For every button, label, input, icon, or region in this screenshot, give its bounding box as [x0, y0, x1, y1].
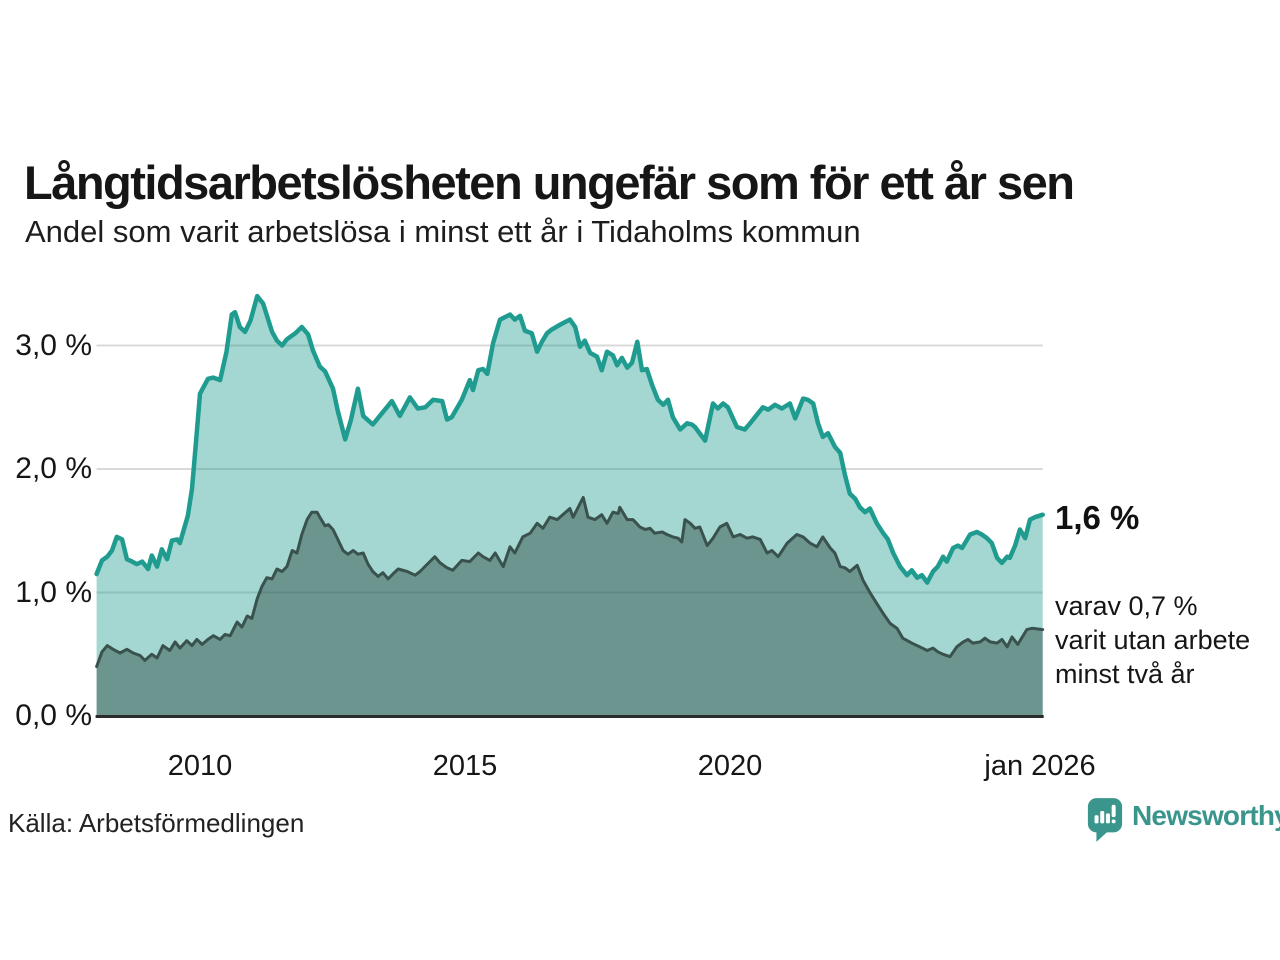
x-axis-tick-label: jan 2026	[984, 750, 1096, 782]
series-area-min-two-years	[96, 497, 1043, 716]
y-axis-tick-label: 3,0 %	[15, 328, 92, 362]
series-area-min-one-year	[96, 296, 1043, 716]
x-axis-tick-label: 2020	[697, 750, 763, 782]
series-line-min-two-years	[95, 495, 1045, 669]
page-subtitle: Andel som varit arbetslösa i minst ett å…	[25, 214, 861, 249]
y-axis-tick-label: 1,0 %	[15, 575, 92, 609]
x-axis-tick-label: 2015	[432, 750, 498, 782]
newsworthy-wordmark: Newsworthy	[1132, 800, 1280, 831]
y-axis-tick-label: 2,0 %	[15, 452, 92, 485]
newsworthy-bubble-barchart-icon	[1087, 798, 1123, 842]
source-label: Källa: Arbetsförmedlingen	[8, 808, 305, 838]
page-title: Långtidsarbetslösheten ungefär som för e…	[24, 156, 1075, 210]
annotation-latest-total: 1,6 %	[1055, 499, 1140, 536]
series-line-min-one-year	[94, 293, 1045, 585]
newsworthy-logo: Newsworthy	[1086, 796, 1280, 844]
x-axis-tick-label: 2010	[167, 750, 233, 782]
y-axis-tick-label: 0,0 %	[15, 699, 92, 732]
annotation-two-year-note: varav 0,7 % varit utan arbete minst två …	[1055, 591, 1251, 689]
